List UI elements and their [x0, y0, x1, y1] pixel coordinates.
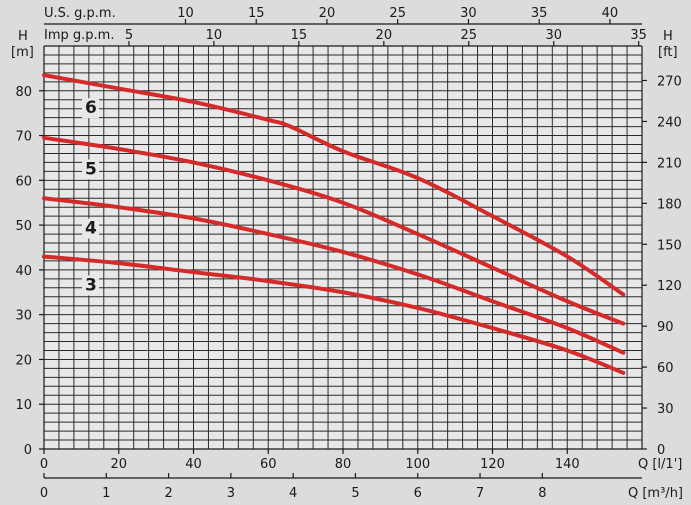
curve-6 — [42, 73, 626, 297]
top-usgpm-tick-label: 15 — [248, 6, 265, 21]
left-axis-unit-m: [m] — [11, 45, 34, 60]
top-usgpm-tick-label: 25 — [389, 6, 406, 21]
curve-label-bg — [82, 275, 99, 296]
right-tick-label: 270 — [657, 74, 682, 89]
curve-label-3: 3 — [85, 275, 97, 295]
top-usgpm-tick-label: 35 — [531, 6, 548, 21]
curve-label-6: 6 — [85, 98, 97, 118]
bottom-m3h-tick-label: 4 — [289, 486, 297, 501]
left-tick-label: 30 — [15, 309, 32, 324]
right-axis-unit-h: H — [663, 29, 673, 44]
top-impgpm-tick-label: 20 — [376, 28, 393, 43]
curve-3 — [42, 254, 626, 375]
left-tick-label: 40 — [15, 264, 32, 279]
left-tick-label: 10 — [15, 398, 32, 413]
curve-label-bg — [82, 218, 99, 239]
tick-labels: 0102030405060708003060901201501802102402… — [15, 6, 681, 501]
top-impgpm-tick-label: 30 — [545, 28, 562, 43]
left-tick-label: 60 — [15, 174, 32, 189]
top-usgpm-tick-label: 10 — [177, 6, 194, 21]
right-tick-label: 120 — [657, 279, 682, 294]
left-tick-label: 20 — [15, 353, 32, 368]
bottom-m3h-tick-label: 5 — [351, 486, 359, 501]
bottom-lpm-tick-label: 40 — [185, 457, 202, 472]
top-impgpm-tick-label: 25 — [461, 28, 478, 43]
right-tick-label: 60 — [657, 361, 674, 376]
right-tick-label: 90 — [657, 320, 674, 335]
curve-label-bg — [82, 98, 99, 119]
series-curves: 6 5 4 3 — [42, 73, 626, 375]
left-tick-label: 80 — [15, 85, 32, 100]
top-usgpm-tick-label: 20 — [319, 6, 336, 21]
left-tick-label: 50 — [15, 219, 32, 234]
top-usgpm-tick-label: 40 — [602, 6, 619, 21]
top-axis-usgpm-label: U.S. g.p.m. — [44, 6, 116, 21]
top-impgpm-tick-label: 5 — [125, 28, 133, 43]
curve-5 — [42, 135, 626, 326]
top-impgpm-tick-label: 10 — [206, 28, 223, 43]
bottom-m3h-tick-label: 6 — [414, 486, 422, 501]
right-tick-label: 180 — [657, 197, 682, 212]
right-tick-label: 150 — [657, 238, 682, 253]
left-axis-unit-h: H — [18, 29, 28, 44]
top-impgpm-tick-label: 15 — [291, 28, 308, 43]
bottom-m3h-tick-label: 1 — [102, 486, 110, 501]
bottom-lpm-tick-label: 0 — [40, 457, 48, 472]
bottom-lpm-tick-label: 120 — [480, 457, 505, 472]
right-axis-unit-ft: [ft] — [658, 45, 678, 60]
right-tick-label: 210 — [657, 156, 682, 171]
curve-label-4: 4 — [85, 219, 97, 239]
right-tick-label: 30 — [657, 402, 674, 417]
right-tick-label: 240 — [657, 115, 682, 130]
curve-label-5: 5 — [85, 160, 97, 180]
bottom-m3h-tick-label: 2 — [164, 486, 172, 501]
curve-4 — [42, 196, 626, 355]
bottom-lpm-tick-label: 20 — [110, 457, 127, 472]
bottom-lpm-tick-label: 140 — [555, 457, 580, 472]
bottom-m3h-tick-label: 7 — [476, 486, 484, 501]
bottom-lpm-tick-label: 60 — [260, 457, 277, 472]
bottom-m3h-tick-label: 8 — [538, 486, 546, 501]
bottom-lpm-tick-label: 100 — [405, 457, 430, 472]
curve-label-bg — [82, 159, 99, 180]
top-impgpm-tick-label: 35 — [630, 28, 647, 43]
bottom-axis-lpm-label: Q [l/1'] — [638, 457, 682, 472]
top-usgpm-tick-label: 30 — [460, 6, 477, 21]
bottom-m3h-tick-label: 0 — [40, 486, 48, 501]
left-tick-label: 0 — [24, 443, 32, 458]
bottom-axis-m3h-label: Q [m³/h] — [628, 486, 683, 501]
bottom-lpm-tick-label: 80 — [335, 457, 352, 472]
bottom-m3h-tick-label: 3 — [227, 486, 235, 501]
top-axis-impgpm-label: Imp g.p.m. — [44, 28, 114, 43]
right-tick-label: 0 — [657, 443, 665, 458]
left-tick-label: 70 — [15, 130, 32, 145]
